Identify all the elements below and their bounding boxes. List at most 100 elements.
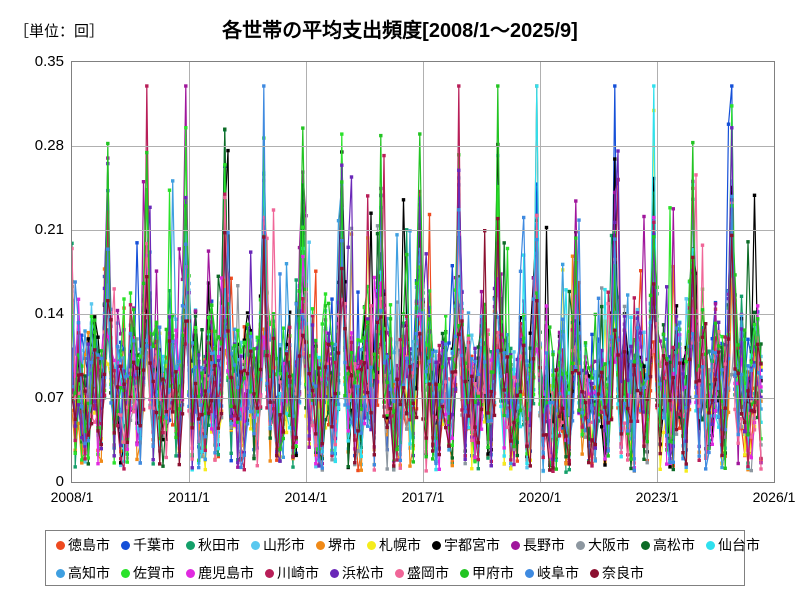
series-marker — [382, 414, 386, 418]
series-marker — [684, 406, 688, 410]
series-marker — [158, 382, 162, 386]
series-marker — [223, 127, 227, 131]
series-marker — [538, 402, 542, 406]
series-marker — [531, 320, 536, 324]
series-marker — [460, 408, 464, 412]
legend-item-甲府市[interactable]: 甲府市 — [460, 566, 514, 580]
series-marker — [164, 410, 168, 414]
legend-item-浜松市[interactable]: 浜松市 — [330, 566, 384, 580]
series-marker — [554, 437, 558, 441]
legend-item-盛岡市[interactable]: 盛岡市 — [395, 566, 449, 580]
series-marker — [473, 346, 477, 351]
series-marker — [525, 444, 529, 448]
legend-item-大阪市[interactable]: 大阪市 — [576, 538, 630, 552]
legend-item-札幌市[interactable]: 札幌市 — [367, 538, 421, 552]
series-marker — [128, 406, 133, 411]
series-marker — [353, 438, 357, 442]
series-marker — [691, 293, 695, 297]
series-marker — [102, 372, 107, 377]
series-marker — [340, 180, 344, 184]
series-marker — [203, 411, 207, 416]
series-marker — [197, 394, 201, 399]
series-marker — [697, 338, 701, 342]
series-marker — [652, 349, 656, 354]
series-marker — [239, 354, 243, 358]
series-marker — [349, 340, 354, 345]
series-marker — [710, 404, 714, 408]
series-marker — [444, 418, 448, 422]
legend-item-佐賀市[interactable]: 佐賀市 — [121, 566, 175, 580]
series-marker — [297, 329, 302, 333]
legend-item-宇都宮市[interactable]: 宇都宮市 — [432, 538, 500, 552]
legend-item-仙台市[interactable]: 仙台市 — [706, 538, 760, 552]
legend-item-川崎市[interactable]: 川崎市 — [265, 566, 319, 580]
series-marker — [544, 225, 549, 230]
series-marker — [115, 409, 120, 413]
series-marker — [473, 433, 477, 437]
series-marker — [333, 442, 337, 447]
series-marker — [687, 399, 692, 403]
series-marker — [268, 459, 272, 463]
series-marker — [629, 437, 633, 441]
series-marker — [713, 336, 718, 340]
legend-item-鹿児島市[interactable]: 鹿児島市 — [186, 566, 254, 580]
legend-item-徳島市[interactable]: 徳島市 — [56, 538, 110, 552]
series-marker — [359, 339, 363, 343]
series-marker — [307, 240, 311, 244]
series-marker — [505, 414, 510, 418]
series-marker — [80, 458, 84, 462]
series-marker — [125, 390, 129, 394]
series-marker — [171, 371, 175, 376]
series-marker — [80, 435, 84, 440]
series-marker — [411, 339, 415, 344]
legend-item-山形市[interactable]: 山形市 — [251, 538, 305, 552]
series-marker — [713, 409, 718, 413]
legend-item-千葉市[interactable]: 千葉市 — [121, 538, 175, 552]
series-marker — [473, 382, 477, 386]
legend-item-長野市[interactable]: 長野市 — [511, 538, 565, 552]
series-marker — [583, 371, 588, 375]
series-marker — [632, 360, 636, 364]
series-marker — [145, 319, 149, 323]
legend-item-堺市[interactable]: 堺市 — [316, 538, 356, 552]
series-marker — [226, 231, 230, 235]
legend-item-岐阜市[interactable]: 岐阜市 — [525, 566, 579, 580]
legend-marker-icon — [251, 540, 260, 550]
legend-item-奈良市[interactable]: 奈良市 — [590, 566, 644, 580]
series-marker — [639, 355, 643, 360]
series-marker — [190, 466, 194, 470]
legend-item-高松市[interactable]: 高松市 — [641, 538, 695, 552]
legend-marker-icon — [316, 540, 325, 550]
series-marker — [479, 372, 484, 377]
series-marker — [190, 369, 194, 373]
series-marker — [83, 329, 87, 333]
series-marker — [379, 342, 383, 347]
series-marker — [613, 264, 617, 268]
series-marker — [73, 451, 77, 455]
series-marker — [93, 318, 97, 322]
series-marker — [551, 352, 555, 357]
series-marker — [145, 275, 149, 279]
series-marker — [752, 193, 757, 197]
series-marker — [154, 373, 159, 377]
series-marker — [242, 468, 246, 472]
series-marker — [583, 355, 588, 359]
series-marker — [707, 393, 711, 398]
series-marker — [372, 463, 376, 467]
series-marker — [648, 320, 653, 325]
series-marker — [603, 457, 607, 461]
series-marker — [268, 426, 272, 431]
series-marker — [613, 310, 617, 314]
series-marker — [167, 188, 172, 192]
series-marker — [486, 411, 490, 415]
series-marker — [557, 403, 562, 408]
series-marker — [83, 457, 87, 461]
series-marker — [743, 390, 747, 394]
series-marker — [89, 314, 94, 319]
legend-item-秋田市[interactable]: 秋田市 — [186, 538, 240, 552]
series-marker — [343, 403, 347, 407]
series-marker — [288, 374, 292, 379]
series-marker — [330, 297, 334, 301]
legend-item-高知市[interactable]: 高知市 — [56, 566, 110, 580]
series-marker — [408, 365, 412, 369]
